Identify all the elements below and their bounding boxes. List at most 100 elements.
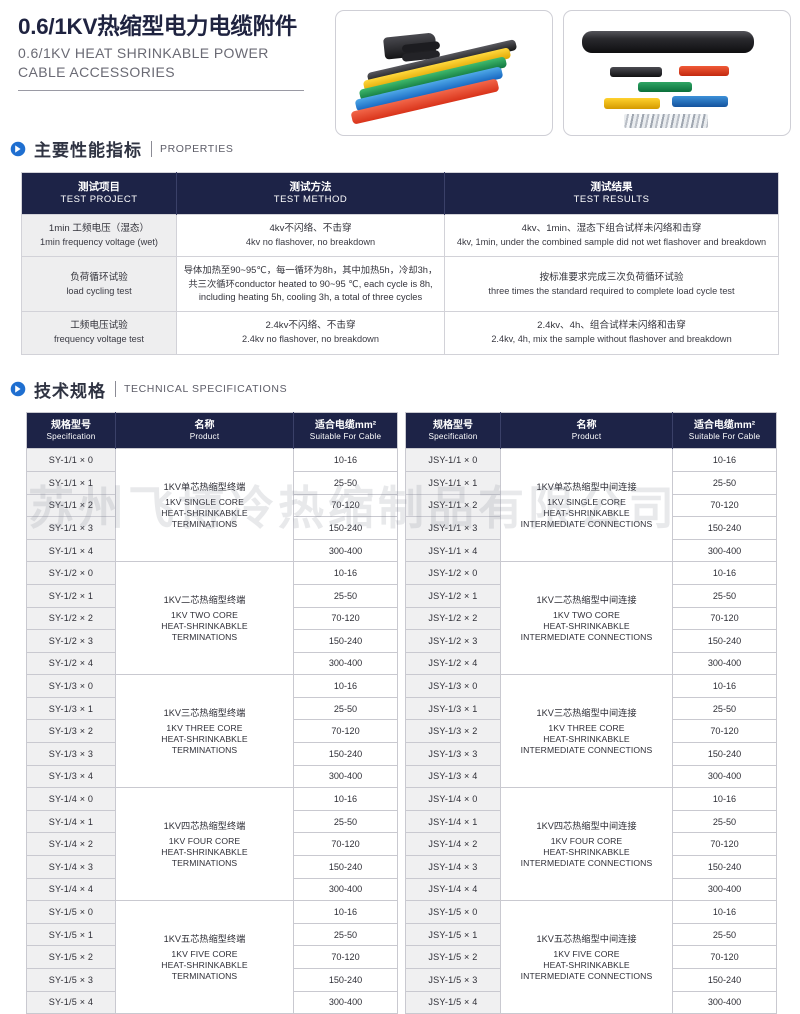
cell-suitable-cable: 300-400	[293, 764, 398, 789]
cell-specification: SY-1/1 × 2	[26, 493, 116, 518]
cell-suitable-cable: 25-50	[672, 470, 777, 495]
product-name-en: 1KV SINGLE CORE	[165, 496, 244, 507]
cell-suitable-cable: 25-50	[293, 470, 398, 495]
cell-suitable-cable: 10-16	[293, 900, 398, 924]
cell-specification: SY-1/2 × 3	[26, 629, 116, 653]
table-row: SY-1/3 × 4 300-400	[26, 764, 398, 789]
product-name-cn: 1KV三芯热缩型终端	[163, 707, 246, 718]
cell-specification: SY-1/5 × 2	[26, 945, 116, 969]
cell-specification: SY-1/4 × 3	[26, 855, 116, 879]
product-name-en: 1KV TWO CORE	[171, 609, 238, 620]
cell-specification: JSY-1/3 × 0	[405, 674, 501, 698]
cell-suitable-cable: 300-400	[293, 538, 398, 563]
cell-suitable-cable: 25-50	[672, 583, 777, 608]
specs-heading-cn: 技术规格	[34, 381, 106, 401]
cell-specification: JSY-1/3 × 2	[405, 719, 501, 744]
cell-test-method: 2.4kv不闪络、不击穿 2.4kv no flashover, no brea…	[176, 311, 445, 355]
cell-test-result: 按标准要求完成三次负荷循环试验 three times the standard…	[444, 256, 779, 313]
product-name-en: INTERMEDIATE CONNECTIONS	[520, 744, 653, 755]
cell-suitable-cable: 70-120	[672, 719, 777, 744]
col-test-results-en: TEST RESULTS	[573, 194, 650, 206]
small-green-stick-shape	[638, 82, 692, 92]
product-name-cn: 1KV四芯热缩型中间连接	[536, 820, 637, 831]
table-row: SY-1/3 × 2 70-120	[26, 719, 398, 744]
properties-section-heading: 主要性能指标 PROPERTIES	[0, 136, 800, 161]
table-row: SY-1/2 × 2 70-120	[26, 606, 398, 631]
cell-product-name: 1KV单芯热缩型中间连接 1KV SINGLE CORE HEAT-SHRINKAB…	[500, 448, 673, 563]
page-subtitle-line2: CABLE ACCESSORIES	[18, 63, 175, 80]
cell-suitable-cable: 300-400	[293, 651, 398, 676]
product-name-en: HEAT-SHRINKABKLE	[543, 507, 630, 518]
col-product: 名称 Product	[115, 412, 294, 449]
cell-specification: SY-1/2 × 1	[26, 583, 116, 608]
cell-suitable-cable: 25-50	[672, 922, 777, 947]
cell-test-method: 导体加热至90~95℃，每一循环为8h，其中加热5h，冷却3h， 共三次循环co…	[176, 256, 445, 313]
product-name-cn: 1KV三芯热缩型中间连接	[536, 707, 637, 718]
product-name-en: HEAT-SHRINKABKLE	[161, 733, 248, 744]
cell-suitable-cable: 10-16	[672, 787, 777, 811]
intermediate-connections-spec-body: JSY-1/1 × 0 1KV单芯热缩型中间连接 1KV SINGLE CORE HE…	[405, 448, 777, 1014]
cell-specification: JSY-1/3 × 4	[405, 764, 501, 789]
spec-table-header-row: 规格型号 Specification 名称 Product 适合电缆mm² Su…	[405, 412, 777, 449]
cell-suitable-cable: 10-16	[672, 900, 777, 924]
arrow-circle-icon	[10, 381, 26, 397]
cell-specification: SY-1/3 × 0	[26, 674, 116, 698]
product-name-en: HEAT-SHRINKABKLE	[543, 620, 630, 631]
cell-suitable-cable: 70-120	[672, 945, 777, 969]
product-photo-black-tube	[563, 10, 791, 136]
cell-specification: JSY-1/5 × 1	[405, 922, 501, 947]
product-name-en: 1KV FOUR CORE	[550, 835, 623, 846]
product-name-en: HEAT-SHRINKABKLE	[543, 846, 630, 857]
terminations-spec-table: 规格型号 Specification 名称 Product 适合电缆mm² Su…	[26, 411, 398, 1014]
col-specification: 规格型号 Specification	[405, 412, 501, 449]
table-row: SY-1/1 × 1 25-50	[26, 470, 398, 495]
cell-suitable-cable: 70-120	[293, 945, 398, 969]
cell-suitable-cable: 70-120	[672, 606, 777, 631]
cell-specification: SY-1/2 × 2	[26, 606, 116, 631]
properties-table-header-row: 测试项目 TEST PROJECT 测试方法 TEST METHOD 测试结果 …	[21, 172, 779, 215]
cell-suitable-cable: 300-400	[293, 877, 398, 902]
cell-suitable-cable: 25-50	[672, 809, 777, 834]
specs-heading-en: TECHNICAL SPECIFICATIONS	[124, 383, 288, 396]
cell-suitable-cable: 25-50	[293, 922, 398, 947]
cell-specification: JSY-1/2 × 2	[405, 606, 501, 631]
spec-table-header-row: 规格型号 Specification 名称 Product 适合电缆mm² Su…	[26, 412, 398, 449]
cell-test-project: 负荷循环试验 load cycling test	[21, 256, 177, 313]
cell-suitable-cable: 25-50	[672, 696, 777, 721]
cell-suitable-cable: 150-240	[293, 742, 398, 766]
product-name-en: INTERMEDIATE CONNECTIONS	[520, 631, 653, 642]
cell-suitable-cable: 150-240	[293, 855, 398, 879]
cell-specification: SY-1/3 × 2	[26, 719, 116, 744]
small-red-stick-shape	[679, 66, 729, 76]
cell-suitable-cable: 25-50	[293, 583, 398, 608]
table-row: SY-1/2 × 4 300-400	[26, 651, 398, 676]
cell-specification: SY-1/1 × 0	[26, 448, 116, 472]
cell-specification: JSY-1/5 × 4	[405, 990, 501, 1014]
cell-suitable-cable: 150-240	[672, 516, 777, 540]
col-product: 名称 Product	[500, 412, 673, 449]
page-subtitle-line1: 0.6/1KV HEAT SHRINKABLE POWER	[18, 45, 269, 62]
col-test-method-cn: 测试方法	[289, 181, 332, 193]
cell-specification: JSY-1/1 × 4	[405, 538, 501, 563]
product-name-en: TERMINATIONS	[171, 744, 238, 755]
cell-suitable-cable: 10-16	[293, 787, 398, 811]
cell-specification: JSY-1/2 × 4	[405, 651, 501, 676]
cell-specification: SY-1/4 × 1	[26, 809, 116, 834]
table-row: JSY-1/3 × 1 25-50	[405, 696, 777, 721]
cell-suitable-cable: 10-16	[293, 674, 398, 698]
table-row: SY-1/1 × 3 150-240	[26, 516, 398, 540]
product-name-en: TERMINATIONS	[171, 631, 238, 642]
product-name-en: HEAT-SHRINKABKLE	[161, 507, 248, 518]
col-test-results: 测试结果 TEST RESULTS	[444, 172, 779, 215]
table-row: JSY-1/2 × 1 25-50	[405, 583, 777, 608]
col-suitable-cable: 适合电缆mm² Suitable For Cable	[293, 412, 398, 449]
col-test-method: 测试方法 TEST METHOD	[176, 172, 445, 215]
cell-suitable-cable: 300-400	[672, 651, 777, 676]
properties-heading-cn: 主要性能指标	[34, 141, 142, 160]
cell-suitable-cable: 300-400	[672, 877, 777, 902]
table-row: JSY-1/4 × 2 70-120	[405, 832, 777, 857]
cell-specification: SY-1/2 × 4	[26, 651, 116, 676]
table-row: SY-1/3 × 3 150-240	[26, 742, 398, 766]
cell-suitable-cable: 25-50	[293, 696, 398, 721]
cell-specification: SY-1/2 × 0	[26, 561, 116, 585]
